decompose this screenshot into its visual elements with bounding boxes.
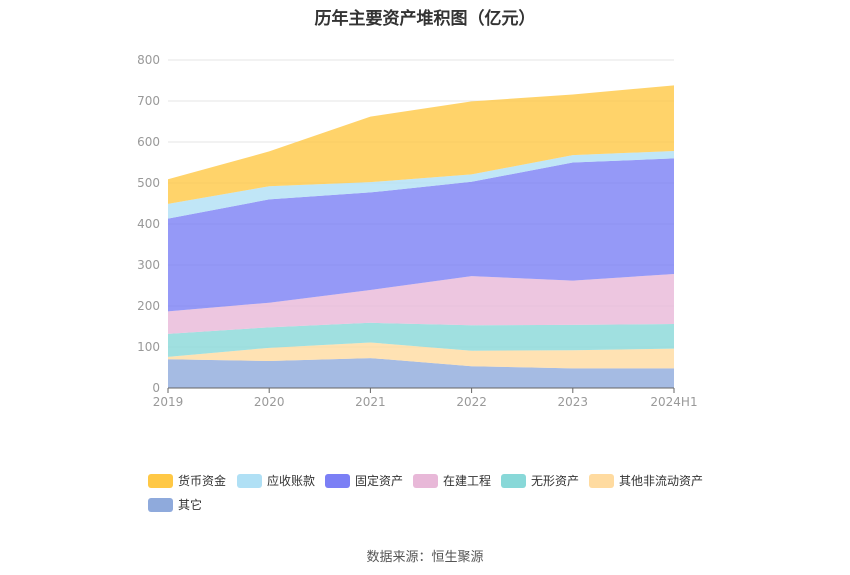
legend-label: 其他非流动资产 (619, 474, 704, 488)
legend-swatch (148, 497, 173, 512)
legend-label: 固定资产 (355, 474, 404, 488)
x-tick-label: 2024H1 (650, 395, 697, 409)
legend-label: 无形资产 (531, 474, 580, 488)
y-tick-label: 600 (137, 135, 160, 149)
x-tick-label: 2023 (558, 395, 589, 409)
legend-swatch (413, 473, 438, 488)
y-tick-label: 800 (137, 53, 160, 67)
legend-swatch (237, 473, 262, 488)
legend-label: 货币资金 (178, 474, 227, 488)
area-其他非流动资产[interactable] (168, 342, 674, 369)
area-series (168, 85, 674, 388)
area-无形资产[interactable] (168, 322, 674, 357)
area-应收账款[interactable] (168, 151, 674, 219)
y-tick-label: 300 (137, 258, 160, 272)
y-tick-label: 200 (137, 299, 160, 313)
data-source: 数据来源：恒生聚源 (366, 550, 484, 565)
legend-item[interactable]: 在建工程 (413, 472, 491, 489)
legend-swatch (148, 473, 173, 488)
legend-swatch (325, 473, 350, 488)
legend-item[interactable]: 应收账款 (237, 472, 315, 489)
x-tick-label: 2021 (355, 395, 386, 409)
area-在建工程[interactable] (168, 274, 674, 334)
legend-item[interactable]: 无形资产 (501, 472, 579, 489)
legend-label: 在建工程 (443, 474, 492, 488)
x-tick-label: 2019 (153, 395, 184, 409)
area-其它[interactable] (168, 358, 674, 388)
x-tick-label: 2020 (254, 395, 285, 409)
stacked-area-chart: 0 100 200 300 400 500 600 700 800 2019 2020 2021 202… (137, 53, 698, 409)
y-tick-label: 100 (137, 340, 160, 354)
axes: 0 100 200 300 400 500 600 700 800 2019 2020 2021 202… (137, 53, 698, 409)
y-tick-label: 0 (152, 381, 160, 395)
area-固定资产[interactable] (168, 158, 674, 312)
x-tick-label: 2022 (456, 395, 487, 409)
y-tick-label: 700 (137, 94, 160, 108)
legend-swatch (501, 473, 526, 488)
legend-swatch (589, 473, 614, 488)
chart-title: 历年主要资产堆积图（亿元） (314, 9, 536, 29)
legend-item[interactable]: 固定资产 (325, 472, 403, 489)
legend-item[interactable]: 货币资金 (148, 472, 226, 489)
y-tick-label: 400 (137, 217, 160, 231)
legend-item[interactable]: 其他非流动资产 (589, 472, 703, 489)
legend-item[interactable]: 其它 (148, 496, 202, 513)
area-货币资金[interactable] (168, 85, 674, 204)
legend-label: 其它 (178, 498, 203, 512)
y-tick-label: 500 (137, 176, 160, 190)
legend-label: 应收账款 (267, 474, 316, 488)
